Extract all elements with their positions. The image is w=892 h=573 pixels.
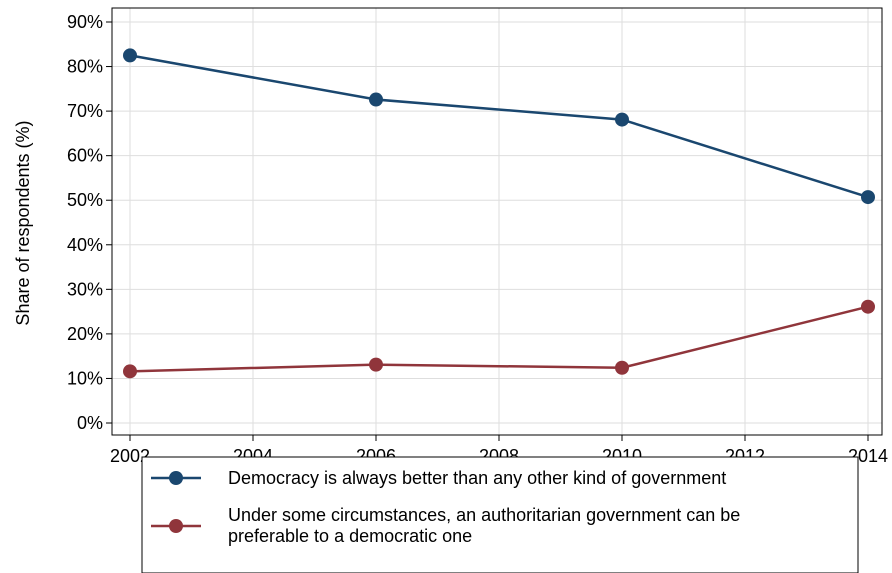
legend-label: Democracy is always better than any othe… <box>228 468 726 488</box>
legend-swatch-marker <box>169 471 183 485</box>
legend-box <box>141 456 859 573</box>
y-tick-label: 40% <box>67 235 103 255</box>
data-point <box>615 360 629 375</box>
axes: 2002 2004 2006 2008 2010 2012 20140%10%20%30%4… <box>67 7 888 466</box>
data-point <box>861 190 875 205</box>
data-point <box>369 357 383 372</box>
series-group <box>123 48 875 379</box>
y-tick-label: 20% <box>67 324 103 344</box>
x-tick-label: 2002 <box>110 446 150 466</box>
y-tick-label: 80% <box>67 57 103 77</box>
legend-label: preferable to a democratic one <box>228 526 472 546</box>
y-tick-label: 10% <box>67 368 103 388</box>
series-line <box>129 54 869 199</box>
data-point <box>123 48 137 63</box>
data-point <box>123 364 137 379</box>
data-point <box>369 92 383 107</box>
series-line <box>129 305 869 373</box>
y-axis-label: Share of respondents (%) <box>13 120 33 325</box>
y-tick-label: 70% <box>67 101 103 121</box>
legend: Democracy is always better than any othe… <box>141 456 859 573</box>
data-point <box>861 299 875 314</box>
y-tick-label: 90% <box>67 12 103 32</box>
y-tick-label: 30% <box>67 279 103 299</box>
data-point <box>615 112 629 127</box>
y-tick-label: 50% <box>67 190 103 210</box>
y-tick-label: 0% <box>77 413 103 433</box>
plot-frame <box>111 7 883 436</box>
grid-lines <box>112 8 882 435</box>
legend-swatch-marker <box>169 519 183 533</box>
legend-label: Under some circumstances, an authoritari… <box>228 505 740 525</box>
y-tick-label: 60% <box>67 146 103 166</box>
